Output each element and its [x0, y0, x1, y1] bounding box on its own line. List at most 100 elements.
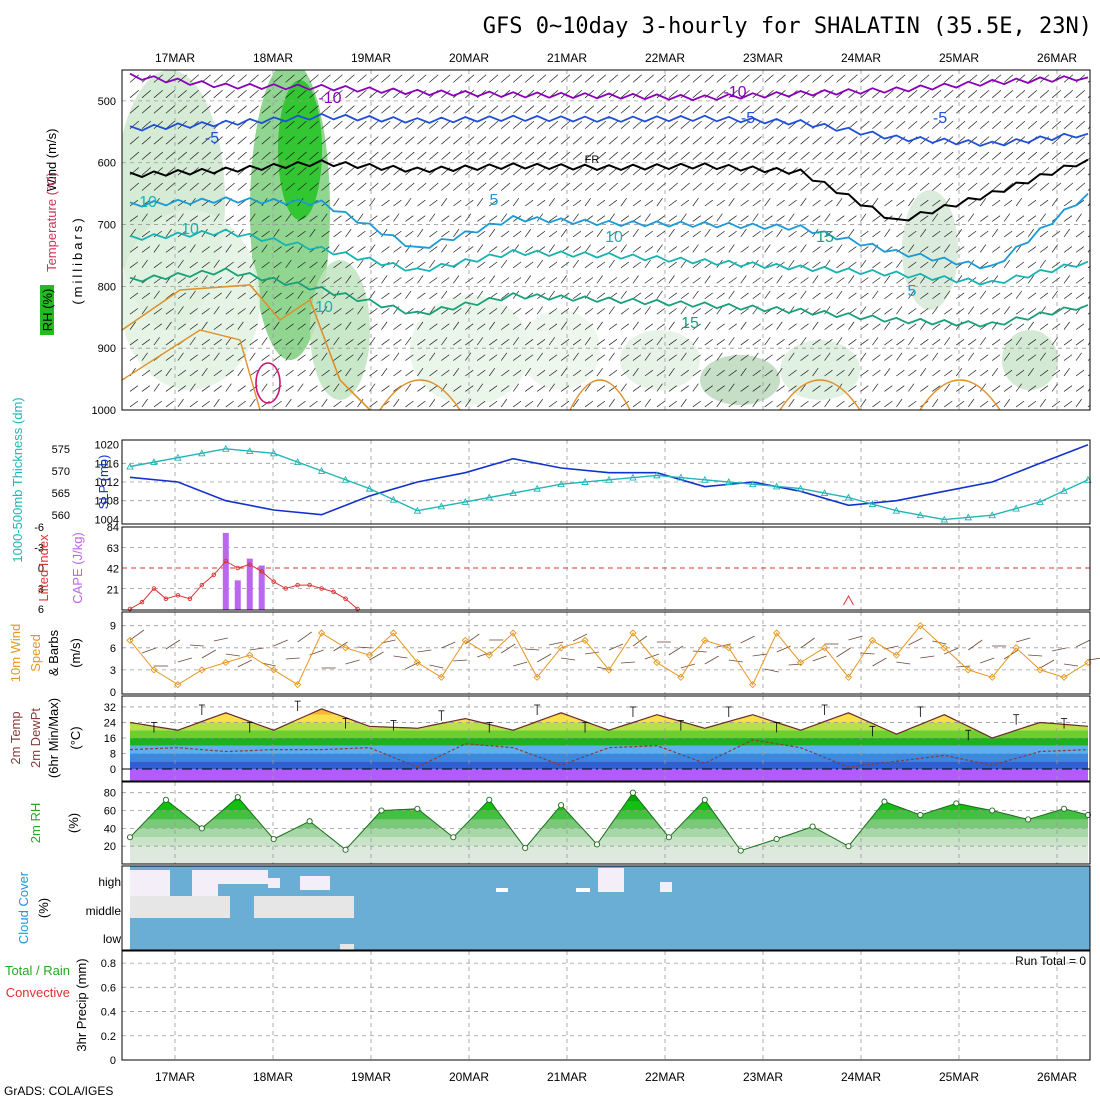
wind-barb	[848, 228, 855, 238]
wind-barb	[369, 230, 378, 238]
lifted-index-spike	[843, 594, 854, 606]
wind-barb	[1075, 230, 1085, 238]
wind10m-point	[533, 673, 541, 681]
wind-barb	[441, 354, 450, 361]
wind10m-barb	[345, 659, 360, 665]
wind-barb	[548, 323, 558, 330]
wind-barb	[872, 290, 879, 299]
wind-barb	[872, 74, 882, 83]
wind-barb	[381, 215, 390, 222]
wind-barb	[764, 105, 774, 114]
wind-barb	[261, 215, 270, 222]
wind-barb	[1003, 292, 1013, 300]
wind-barb	[297, 120, 307, 129]
wind-barb	[309, 385, 318, 392]
wind-barb	[249, 246, 258, 253]
wind-barb	[692, 369, 701, 377]
wind-barb	[297, 337, 304, 346]
wind-barb	[201, 308, 210, 315]
wind10m-barb	[788, 663, 803, 666]
wind-barb	[237, 74, 247, 83]
wind-barb	[417, 339, 426, 346]
wind-barb	[560, 74, 571, 83]
wind-barb	[441, 230, 450, 238]
wind-barb	[333, 230, 342, 238]
wind-barb	[776, 400, 785, 408]
wind10m-barb	[920, 655, 935, 659]
wind10m-point	[509, 629, 517, 637]
wind-barb	[608, 89, 619, 99]
wind-barb	[369, 308, 378, 315]
wind-barb	[225, 290, 232, 299]
wind-barb	[177, 74, 187, 83]
wind-barb	[572, 182, 583, 191]
wind-barb	[1051, 261, 1061, 269]
wind-barb	[249, 277, 258, 284]
wind-barb	[968, 74, 978, 83]
wind-barb	[548, 244, 556, 253]
wind-barb	[429, 230, 438, 238]
wind-barb	[728, 323, 737, 330]
wind-barb	[692, 74, 702, 83]
thickness-marker	[174, 453, 182, 461]
wind-barb	[309, 89, 319, 99]
wind-barb	[920, 215, 929, 222]
wind-barb	[704, 275, 711, 284]
wind-barb	[596, 89, 607, 99]
wind-barb	[381, 228, 388, 238]
wind10m-barb	[848, 635, 863, 641]
wind10m-point	[868, 636, 877, 645]
wind-barb	[477, 369, 486, 377]
wind-barb	[141, 259, 148, 269]
wind-barb	[405, 369, 414, 377]
wind-barb	[836, 74, 846, 83]
wind-barb	[572, 385, 582, 392]
wind-barb	[884, 308, 893, 315]
wind-barb	[465, 385, 474, 392]
wind-barb	[548, 182, 559, 191]
wind-barb	[429, 213, 436, 222]
wind-barb	[273, 182, 283, 191]
wind-barb	[1003, 352, 1011, 361]
wind-barb	[812, 151, 822, 160]
wind-barb	[201, 385, 210, 392]
wind-barb	[357, 151, 367, 160]
thickness-marker	[461, 497, 470, 505]
wind-barb	[429, 292, 438, 300]
wind-barb	[524, 385, 534, 392]
wind-barb	[441, 277, 450, 284]
wind-barb	[932, 369, 941, 377]
wind-barb	[333, 323, 342, 330]
wind-barb	[405, 400, 414, 408]
wind-barb	[477, 182, 487, 191]
wind-barb	[608, 136, 619, 145]
cloud-gap	[254, 896, 354, 918]
wind-barb	[524, 368, 532, 377]
wind-barb	[309, 400, 318, 408]
wind-barb	[884, 74, 894, 83]
wind-barb	[908, 323, 917, 330]
wind-barb	[381, 292, 390, 300]
top-date-axis: 17MAR 18MAR 19MAR 20MAR 21MAR 22MAR 23MAR 24MAR…	[155, 51, 1077, 65]
wind-barb	[524, 182, 535, 191]
wind10m-point	[341, 644, 350, 652]
wind-barb	[165, 321, 172, 330]
wind-barb	[1063, 120, 1074, 129]
wind-barb	[177, 213, 184, 222]
wind-barb	[381, 368, 388, 377]
wind-barb	[489, 261, 498, 269]
wind-barb	[608, 259, 615, 269]
wind-barb	[405, 136, 415, 145]
thickness-tick: 565	[52, 488, 70, 500]
wind-barb	[1027, 321, 1035, 330]
wind-barb	[812, 246, 821, 253]
wind-barb	[153, 89, 163, 99]
wind-barb	[405, 354, 414, 361]
wind10m-point	[437, 673, 445, 681]
wind-barb	[465, 199, 474, 207]
wind-barb	[213, 136, 223, 145]
wind-barb	[968, 339, 977, 346]
wind-barb	[333, 105, 343, 114]
wind-barb	[177, 199, 187, 207]
slp-frame	[121, 439, 1091, 525]
